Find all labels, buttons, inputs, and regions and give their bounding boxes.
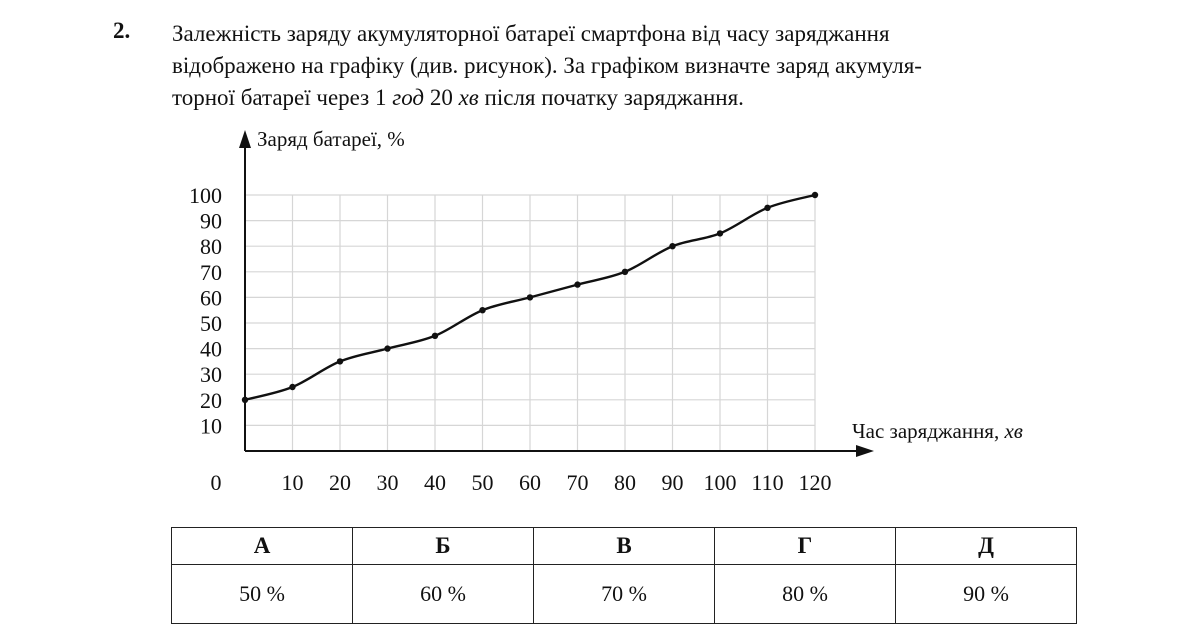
answer-values-row: 50 % 60 % 70 % 80 % 90 % [171, 564, 1077, 624]
answer-letter-d: Д [895, 527, 1077, 565]
x-tick-label: 20 [329, 470, 351, 495]
data-point [384, 345, 391, 352]
question-line-3-end: після початку заряджання. [478, 85, 744, 110]
x-tick-label: 40 [424, 470, 446, 495]
x-tick-label: 80 [614, 470, 636, 495]
question-number: 2. [113, 18, 131, 43]
question-line-3: торної батареї через 1 год 20 хв після п… [172, 82, 1092, 114]
x-axis-label: Час заряджання, хв [852, 419, 1023, 443]
x-tick-label: 60 [519, 470, 541, 495]
data-point [574, 281, 581, 288]
data-point [716, 230, 724, 237]
answer-letter-v: В [533, 527, 715, 565]
answer-letter-b: Б [352, 527, 534, 565]
answer-table: А Б В Г Д 50 % 60 % 70 % 80 % 90 % [171, 527, 1077, 624]
x-axis-arrow [856, 445, 874, 457]
data-point [764, 204, 771, 211]
x-tick-label: 70 [567, 470, 589, 495]
y-tick-label: 30 [200, 362, 222, 387]
x-tick-label: 30 [377, 470, 399, 495]
chart-grid [245, 194, 816, 451]
question-line-3-mid: 20 [424, 85, 459, 110]
x-axis-label-unit: хв [1003, 419, 1022, 443]
question-text: Залежність заряду акумуляторної батареї … [172, 18, 1092, 114]
answer-letter-a: А [171, 527, 353, 565]
y-tick-label: 80 [200, 234, 222, 259]
data-point [241, 396, 249, 403]
y-tick-label: 10 [200, 413, 222, 438]
y-tick-label: 70 [200, 260, 222, 285]
y-tick-label: 40 [200, 337, 222, 362]
x-tick-label: 100 [704, 470, 737, 495]
question-line-2: відображено на графіку (див. рисунок). З… [172, 53, 922, 78]
tick-labels: 10 20 30 40 50 60 70 80 90 100 110 1201020304050607… [189, 183, 832, 495]
answer-letter-h: Г [714, 527, 896, 565]
hour-unit: год [392, 85, 425, 110]
chart-axes [239, 130, 874, 457]
y-tick-label: 90 [200, 209, 222, 234]
data-point [669, 243, 676, 250]
x-tick-label: 120 [799, 470, 832, 495]
answer-value-v[interactable]: 70 % [533, 564, 715, 624]
data-point [431, 332, 439, 339]
y-tick-label: 50 [200, 311, 222, 336]
x-tick-label: 110 [751, 470, 783, 495]
answer-value-h[interactable]: 80 % [714, 564, 896, 624]
data-point [336, 358, 344, 365]
data-point [621, 268, 629, 275]
x-tick-label: 10 [282, 470, 304, 495]
data-point [479, 307, 486, 314]
answer-letters-row: А Б В Г Д [171, 527, 1077, 565]
x-tick-label: 90 [662, 470, 684, 495]
y-axis-label: Заряд батареї, % [257, 127, 405, 151]
charge-series [241, 191, 819, 403]
y-tick-label: 60 [200, 285, 222, 310]
x-tick-label: 50 [472, 470, 494, 495]
minute-unit: хв [458, 85, 479, 110]
data-point [811, 191, 819, 199]
data-point [526, 294, 534, 301]
battery-charge-chart: 10 20 30 40 50 60 70 80 90 100 110 1201020304050607… [189, 127, 1023, 495]
x-axis-label-text: Час заряджання, [852, 419, 1004, 443]
y-tick-label: 100 [189, 183, 222, 208]
answer-value-b[interactable]: 60 % [352, 564, 534, 624]
y-axis-arrow [239, 130, 251, 148]
y-tick-label: 20 [200, 388, 222, 413]
answer-value-a[interactable]: 50 % [171, 564, 353, 624]
question-line-1: Залежність заряду акумуляторної батареї … [172, 21, 890, 46]
data-point [289, 383, 296, 391]
question-line-3-start: торної батареї через 1 [172, 85, 393, 110]
origin-label: 0 [211, 470, 222, 495]
answer-value-d[interactable]: 90 % [895, 564, 1077, 624]
